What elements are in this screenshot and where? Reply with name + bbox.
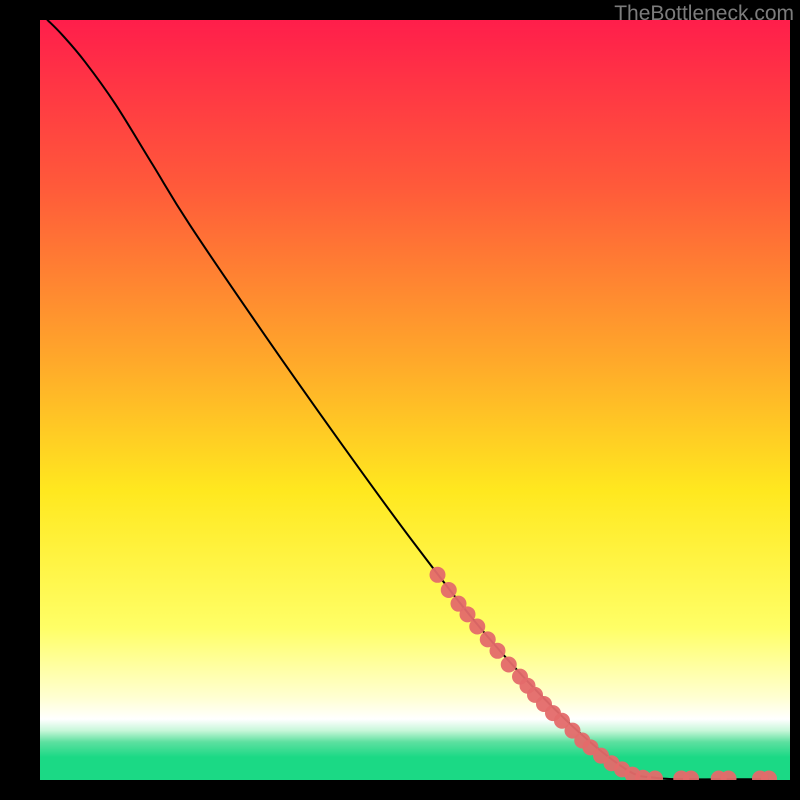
plot-svg: [40, 20, 790, 780]
marker-point: [490, 643, 506, 659]
watermark-text: TheBottleneck.com: [614, 2, 794, 26]
marker-point: [469, 618, 485, 634]
marker-group: [430, 567, 778, 780]
main-curve: [48, 20, 768, 779]
marker-point: [430, 567, 446, 583]
marker-point: [647, 770, 663, 780]
marker-point: [441, 582, 457, 598]
plot-area: [40, 20, 790, 780]
marker-point: [501, 656, 517, 672]
chart-stage: TheBottleneck.com: [0, 0, 800, 800]
